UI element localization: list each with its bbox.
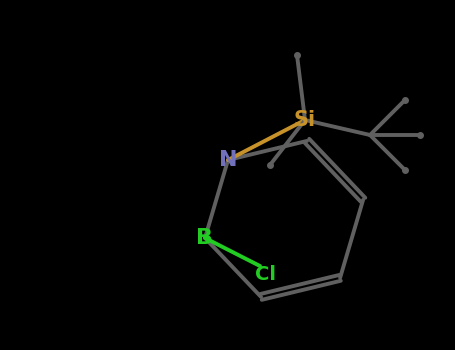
Text: B: B [197,228,213,248]
Text: Cl: Cl [256,265,277,284]
Text: N: N [219,150,237,170]
Text: Si: Si [294,110,316,130]
